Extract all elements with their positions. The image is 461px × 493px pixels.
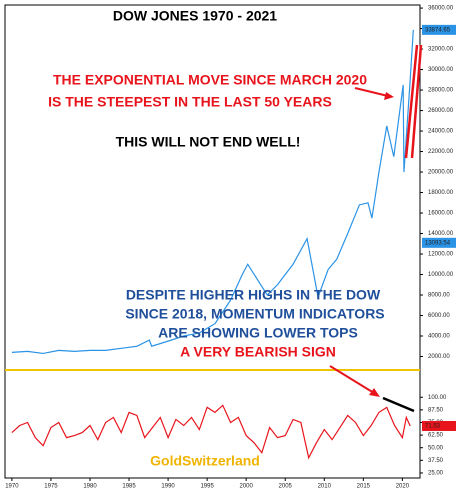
y-tick-label: 50.00	[428, 445, 444, 451]
y-tick-label: 32000.00	[428, 47, 454, 53]
y-tick-label: 16000.00	[428, 211, 454, 217]
x-tick-label: 1975	[44, 484, 58, 490]
y-tick-label: 36000.00	[428, 6, 454, 12]
y-tick-label: 4000.00	[428, 334, 450, 340]
y-tick-label: 12000.00	[428, 252, 454, 258]
y-tick-label: 10000.00	[428, 272, 454, 278]
x-tick-label: 2005	[279, 484, 293, 490]
annotation: IS THE STEEPEST IN THE LAST 50 YEARS	[48, 94, 332, 110]
watermark: GoldSwitzerland	[150, 453, 260, 469]
y-tick-label: 6000.00	[428, 313, 450, 319]
price-marker	[422, 420, 456, 431]
trend-line	[382, 396, 415, 413]
y-tick-label: 8000.00	[428, 293, 450, 299]
data-line	[11, 404, 411, 460]
x-tick-label: 1990	[161, 484, 175, 490]
annotation: SINCE 2018, MOMENTUM INDICATORS	[125, 306, 384, 322]
annotation: ARE SHOWING LOWER TOPS	[158, 325, 358, 341]
y-tick-label: 22000.00	[428, 149, 454, 155]
arrow-head	[369, 388, 380, 397]
x-tick-label: 1970	[5, 484, 19, 490]
y-tick-label: 100.00	[428, 395, 447, 401]
red-highlight	[404, 44, 419, 159]
price-marker	[422, 237, 456, 248]
price-marker-label: 13093.54	[425, 240, 451, 246]
plot: 2000.00 4000.00 6000.00 8000.00 10000.00 1200…	[5, 6, 456, 490]
price-marker	[422, 24, 456, 35]
arrow	[354, 87, 389, 97]
y-tick-label: 25.00	[428, 471, 444, 477]
x-tick-label: 2020	[396, 484, 410, 490]
y-tick-label: 14000.00	[428, 231, 454, 237]
y-tick-label: 30000.00	[428, 67, 454, 73]
arrow	[329, 365, 375, 394]
y-tick-label: 28000.00	[428, 88, 454, 94]
x-tick-label: 1985	[122, 484, 136, 490]
x-tick-label: 2015	[357, 484, 371, 490]
x-tick-label: 2000	[240, 484, 254, 490]
arrow-head	[384, 92, 394, 100]
y-tick-label: 87.50	[428, 407, 444, 413]
y-tick-label: 62.50	[428, 433, 444, 439]
x-tick-label: 1995	[200, 484, 214, 490]
y-tick-label: 24000.00	[428, 129, 454, 135]
data-line	[11, 29, 414, 355]
y-tick-label: 2000.00	[428, 354, 450, 360]
annotation: THE EXPONENTIAL MOVE SINCE MARCH 2020	[53, 72, 367, 88]
price-marker-label: 33874.65	[425, 27, 451, 33]
y-tick-label: 18000.00	[428, 190, 454, 196]
y-tick-label: 26000.00	[428, 108, 454, 114]
annotation: THIS WILL NOT END WELL!	[116, 134, 301, 150]
y-tick-label: 20000.00	[428, 170, 454, 176]
price-marker-label: 71.53	[425, 424, 441, 430]
annotation: A VERY BEARISH SIGN	[180, 344, 336, 360]
chart-title: DOW JONES 1970 - 2021	[113, 8, 277, 24]
x-tick-label: 1980	[83, 484, 97, 490]
x-tick-label: 2010	[318, 484, 332, 490]
annotation: DESPITE HIGHER HIGHS IN THE DOW	[126, 287, 381, 303]
y-tick-label: 37.50	[428, 458, 444, 464]
red-highlight	[410, 44, 423, 159]
